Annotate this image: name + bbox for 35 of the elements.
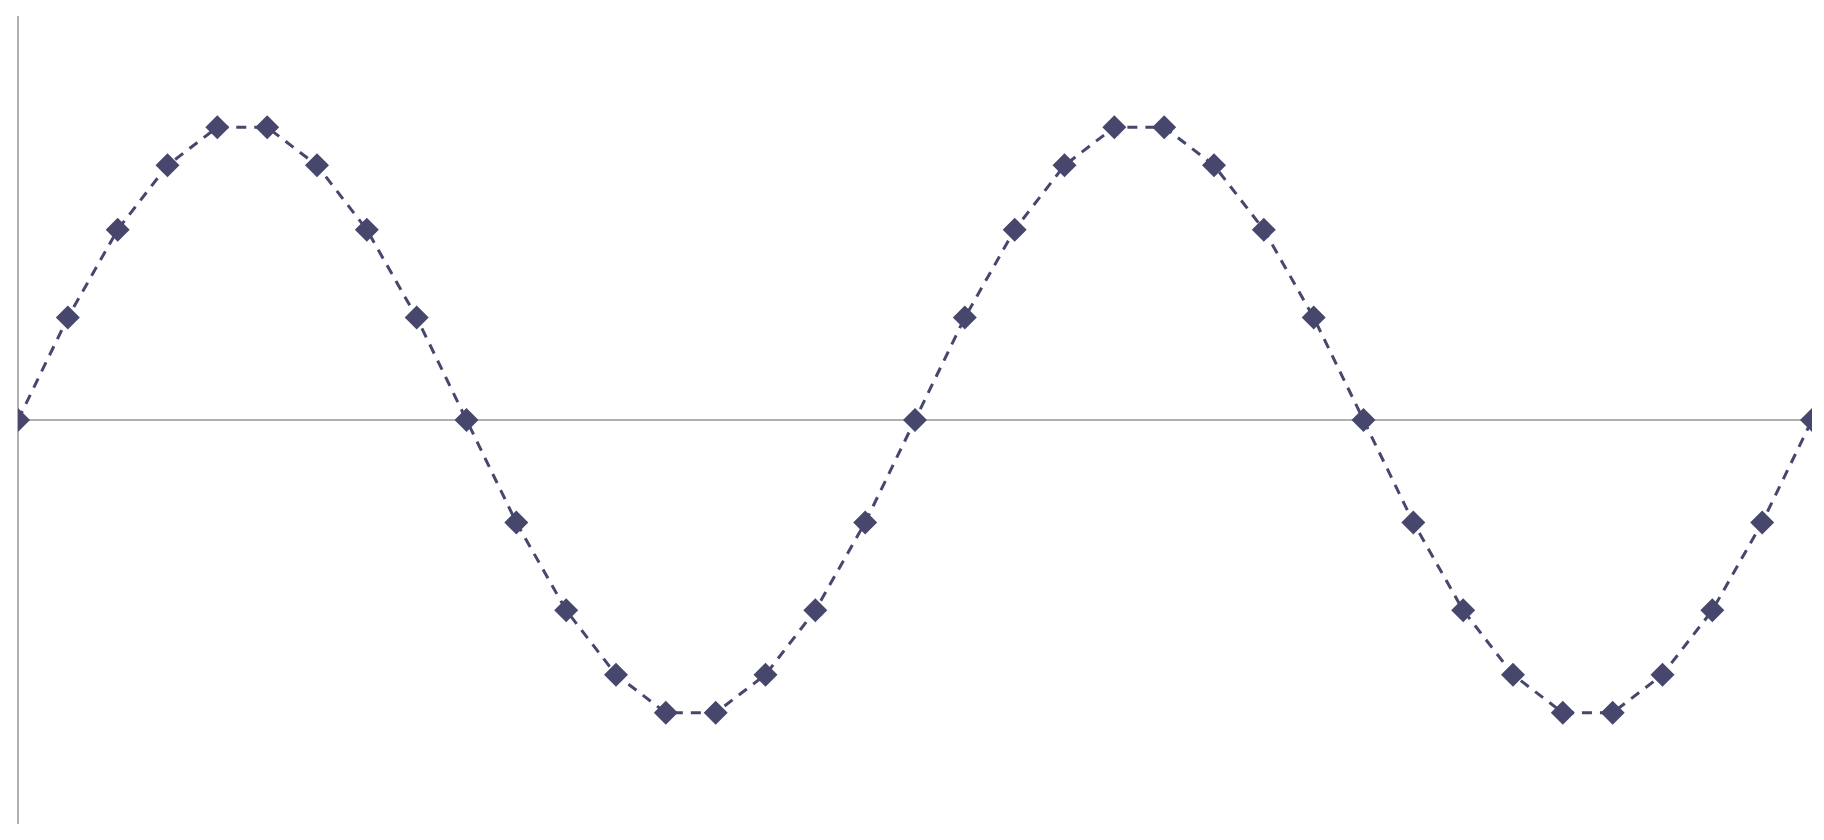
point	[404, 305, 429, 330]
point	[105, 217, 130, 242]
point	[703, 700, 728, 725]
point	[1002, 217, 1027, 242]
point	[1052, 153, 1077, 178]
point	[155, 153, 180, 178]
point	[952, 305, 977, 330]
point	[1501, 662, 1525, 687]
point	[1700, 598, 1725, 623]
point	[1451, 598, 1476, 623]
point	[354, 217, 379, 242]
point	[454, 408, 479, 432]
point	[1202, 153, 1226, 178]
point	[1152, 115, 1177, 140]
point	[1750, 510, 1775, 535]
point	[55, 305, 80, 330]
point	[1251, 217, 1276, 242]
point	[1351, 408, 1376, 432]
point	[803, 598, 828, 623]
point	[903, 408, 927, 432]
point	[504, 510, 529, 535]
point	[1550, 700, 1575, 725]
point	[853, 510, 878, 535]
point	[653, 700, 678, 725]
point	[255, 115, 280, 140]
point	[1102, 115, 1127, 140]
point	[1650, 662, 1675, 687]
point	[554, 598, 579, 623]
point	[604, 662, 628, 687]
point	[305, 153, 329, 178]
point	[205, 115, 230, 140]
point	[1401, 510, 1426, 535]
point	[1600, 700, 1625, 725]
point	[1301, 305, 1326, 330]
point	[753, 662, 778, 687]
